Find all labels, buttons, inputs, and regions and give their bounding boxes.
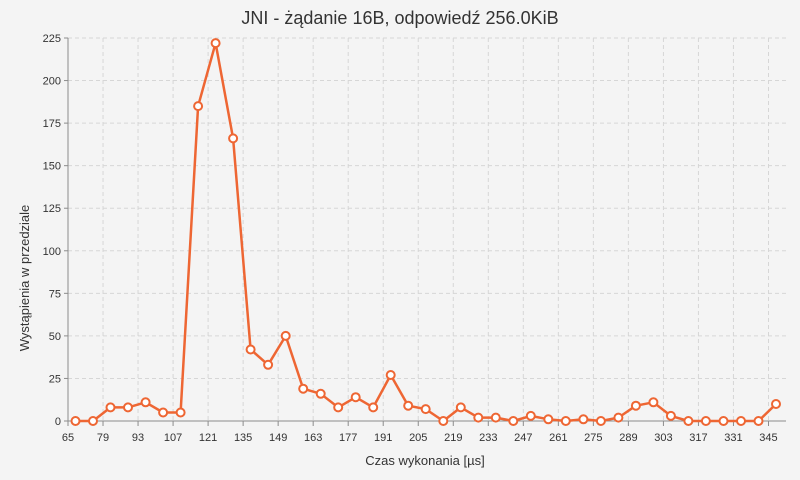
series-line [75, 41, 777, 423]
data-point [403, 400, 414, 411]
data-point [385, 370, 396, 380]
data-point [245, 344, 256, 355]
y-tick-label: 50 [49, 331, 61, 343]
x-tick-label: 275 [584, 432, 602, 444]
x-tick-label: 135 [234, 432, 252, 444]
y-tick-label: 100 [43, 246, 61, 258]
axes: 0 25 50 75 100 125 150 175 200 225 65 79 93 107 121 135… [43, 33, 786, 444]
data-point [140, 397, 151, 408]
x-tick-label: 79 [97, 432, 109, 444]
x-tick-label: 163 [304, 432, 322, 444]
data-point [438, 416, 449, 426]
data-point [700, 416, 711, 426]
x-tick-label: 149 [269, 432, 287, 444]
x-tick-label: 261 [549, 432, 567, 444]
data-point [578, 414, 589, 425]
data-point [70, 416, 81, 426]
data-point [298, 383, 309, 394]
x-tick-label: 289 [619, 432, 637, 444]
data-point [333, 402, 344, 413]
x-tick-label: 247 [514, 432, 532, 444]
x-axis-label: Czas wykonania [µs] [365, 453, 484, 468]
data-point [665, 410, 676, 421]
x-tick-label: 317 [689, 432, 707, 444]
data-point [648, 397, 659, 408]
y-tick-label: 150 [43, 161, 61, 173]
data-point [263, 359, 274, 370]
x-tick-label: 205 [409, 432, 427, 444]
y-tick-label: 225 [43, 33, 61, 45]
x-tick-label: 233 [479, 432, 497, 444]
data-point [350, 392, 361, 403]
x-tick-label: 345 [759, 432, 777, 444]
data-point [490, 412, 501, 423]
x-tick-label: 303 [654, 432, 672, 444]
data-point [420, 404, 431, 415]
data-point [630, 400, 641, 411]
data-point [560, 416, 571, 426]
x-tick-label: 331 [724, 432, 742, 444]
data-point [718, 416, 729, 426]
x-tick-label: 121 [199, 432, 217, 444]
data-point [683, 416, 694, 426]
y-tick-label: 125 [43, 203, 61, 215]
y-tick-label: 75 [49, 288, 61, 300]
y-tick-label: 25 [49, 373, 61, 385]
data-point [736, 416, 746, 426]
data-point [123, 402, 133, 413]
data-point [595, 416, 606, 426]
data-point [753, 416, 764, 426]
grid [68, 37, 786, 421]
x-tick-label: 177 [339, 432, 357, 444]
x-tick-label: 191 [374, 432, 392, 444]
data-point [88, 416, 98, 426]
y-axis-label: Wystąpienia w przedziale [17, 205, 32, 352]
data-point [193, 101, 204, 112]
data-point [228, 133, 239, 144]
data-point [210, 38, 221, 49]
x-tick-label: 93 [132, 432, 144, 444]
data-point [508, 416, 519, 426]
data-point [280, 330, 291, 341]
y-tick-label: 175 [43, 118, 61, 130]
x-tick-label: 65 [62, 432, 74, 444]
data-point [105, 402, 116, 413]
data-point [175, 407, 186, 418]
y-tick-label: 0 [55, 416, 61, 428]
data-point [613, 412, 624, 423]
data-point [771, 399, 781, 409]
data-point [455, 402, 466, 413]
data-point [315, 388, 326, 399]
chart-title: JNI - żądanie 16B, odpowiedź 256.0KiB [241, 8, 558, 28]
data-point [525, 410, 536, 421]
y-tick-label: 200 [43, 76, 61, 88]
x-tick-label: 219 [444, 432, 462, 444]
data-point [158, 407, 169, 418]
data-point [368, 402, 379, 413]
data-point [543, 414, 554, 425]
data-point [473, 412, 484, 423]
series [70, 38, 781, 426]
x-tick-label: 107 [164, 432, 182, 444]
